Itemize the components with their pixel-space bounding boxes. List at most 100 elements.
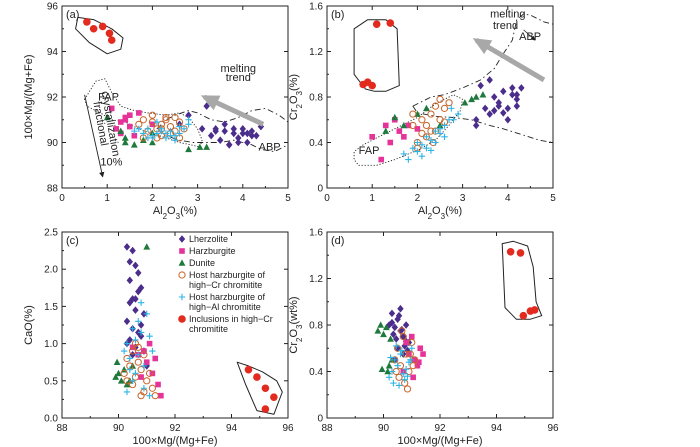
panel-3-point-lherzolite (129, 246, 136, 255)
panel-4-point-host_hcr (403, 385, 412, 393)
panel-4-point-host_hal (407, 356, 414, 364)
panel-1-point-host_hal (144, 134, 152, 142)
legend-marker-inclusion (178, 315, 186, 323)
panel-4-xtick-label: 96 (547, 423, 559, 434)
panel-1-fields (75, 16, 289, 153)
legend-marker-dunite (178, 259, 186, 266)
legend-label-dunite: Dunite (189, 258, 215, 268)
panel-3-xtick-label: 88 (56, 423, 68, 434)
panel-2-point-inclusion (368, 81, 377, 90)
panel-2-point-inclusion (372, 20, 381, 29)
panel-4-xtick-label: 92 (434, 423, 446, 434)
panel-1-point-inclusion (89, 24, 98, 33)
panel-1-point-lherzolite (253, 131, 260, 140)
panel-1-point-inclusion (98, 22, 107, 31)
panel-4-point-lherzolite (402, 321, 410, 329)
legend-marker-harzburgite (179, 248, 185, 254)
panel-1-point-host_hcr (162, 116, 170, 124)
panel-3-point-host_hal (132, 370, 139, 377)
panel-2-point-lherzolite (491, 106, 498, 115)
panel-4-point-lherzolite (397, 304, 404, 313)
panel-4-point-host_hal (404, 372, 411, 380)
panel-3-point-host_hal (146, 332, 153, 340)
panel-3-point-inclusion (261, 405, 270, 413)
panel-2-ytick-label: 0.4 (309, 138, 323, 149)
panel-3-point-host_hal (123, 340, 131, 347)
panel-1-fap-label: FAP (98, 91, 119, 103)
legend-item-dunite: Dunite (178, 258, 215, 268)
panel-4-point-host_hal (395, 382, 403, 389)
panel-4-xtick-label: 90 (378, 423, 390, 434)
legend-label-harzburgite: Harzburgite (189, 246, 236, 256)
panel-1-label: (a) (66, 9, 79, 21)
panel-1-point-host_hcr (171, 113, 179, 122)
panel-1-point-lherzolite (217, 136, 224, 145)
panel-4-point-host_hal (401, 376, 408, 383)
panel-4-point-lherzolite (388, 309, 396, 318)
panel-2-point-harzburgite (401, 134, 407, 140)
panel-3-point-lherzolite (126, 276, 133, 285)
panel-1-point-host_hal (158, 127, 165, 135)
panel-2-point-dunite (400, 121, 408, 129)
panel-2-point-host_hal (441, 122, 448, 129)
panel-3-point-host_hal (129, 325, 136, 332)
panel-3-ytick-label: 1.0 (44, 339, 58, 350)
legend-item-lherzolite: Lherzolite (178, 234, 228, 244)
panel-4-point-dunite (382, 323, 390, 331)
legend-label-inclusion: Inclusions in high−Cr (189, 314, 273, 324)
panel-1-fractional-arrow (84, 94, 105, 178)
panel-4-point-dunite (374, 327, 382, 334)
panel-2-point-lherzolite (513, 90, 521, 99)
panel-4-point-harzburgite (417, 345, 424, 352)
panel-3-point-lherzolite (135, 287, 142, 296)
panel-2-point-harzburgite (414, 126, 421, 132)
panel-2-xtick-label: 5 (550, 193, 556, 204)
panel-1-xtick-label: 4 (240, 193, 246, 204)
panel-2-point-lherzolite (486, 110, 493, 118)
panel-2-field-inclusions (353, 19, 400, 92)
panel-1-field-FAP (84, 78, 203, 148)
panel-3-point-lherzolite (137, 321, 145, 329)
panel-3-point-harzburgite (143, 359, 150, 365)
panel-3-point-host_hal (129, 377, 136, 384)
panel-2-point-host_hcr (427, 110, 435, 118)
panel-2-point-host_hal (432, 139, 439, 146)
legend-label-host_hal: high−Al chromitite (189, 302, 261, 312)
panel-1-point-host_hal (144, 125, 152, 133)
panel-3-frame (61, 231, 289, 419)
panel-3-point-lherzolite (132, 295, 139, 303)
panel-2-point-lherzolite (486, 76, 493, 84)
legend-marker-lherzolite (178, 235, 186, 243)
panel-1-point-lherzolite (239, 129, 246, 138)
panel-1-xlabel: Al2O3(%) (153, 205, 197, 221)
panel-1-point-lherzolite (244, 129, 251, 138)
panel-2-point-host_hcr (418, 116, 426, 124)
legend-item-harzburgite: Harzburgite (179, 246, 236, 256)
panel-2-point-harzburgite (387, 139, 394, 146)
panel-4-point-host_hcr (395, 373, 403, 381)
legend-layer: Lherzolite Harzburgite Dunite Host harzburg… (178, 234, 273, 334)
panel-2-point-host_hcr (440, 104, 449, 112)
panel-1-xtick-label: 2 (150, 193, 156, 204)
panel-2-point-host_hal (418, 141, 426, 148)
panel-3-point-dunite (115, 369, 122, 377)
panel-1-point-host_hal (135, 125, 143, 133)
panel-1-trend-label: trend (226, 72, 251, 84)
panel-1-point-lherzolite (248, 131, 256, 140)
panel-2-point-harzburgite (396, 128, 403, 134)
panel-4-point-inclusion (506, 247, 515, 256)
panel-4-point-dunite (387, 335, 394, 342)
panel-3-ytick-label: 2.0 (44, 265, 58, 276)
panel-4-ytick-label: 0 (317, 414, 323, 425)
panel-3-point-host_hcr (148, 384, 156, 392)
panel-3-point-lherzolite (126, 298, 133, 307)
panel-3-point-host_hal (132, 336, 139, 344)
panel-4-point-host_hcr (394, 344, 402, 352)
legend-marker-host_hcr (178, 271, 186, 279)
panel-4-axes: 88 90 92 94 96 0 0.4 0.8 1.2 1.6 100×Mg/(Mg+Fe) Cr2… (288, 228, 559, 447)
panel-3-xlabel: 100×Mg/(Mg+Fe) (133, 435, 218, 447)
panel-2-point-dunite (436, 121, 444, 129)
panel-3-point-harzburgite (146, 340, 153, 347)
panel-1-point-dunite (117, 127, 125, 134)
